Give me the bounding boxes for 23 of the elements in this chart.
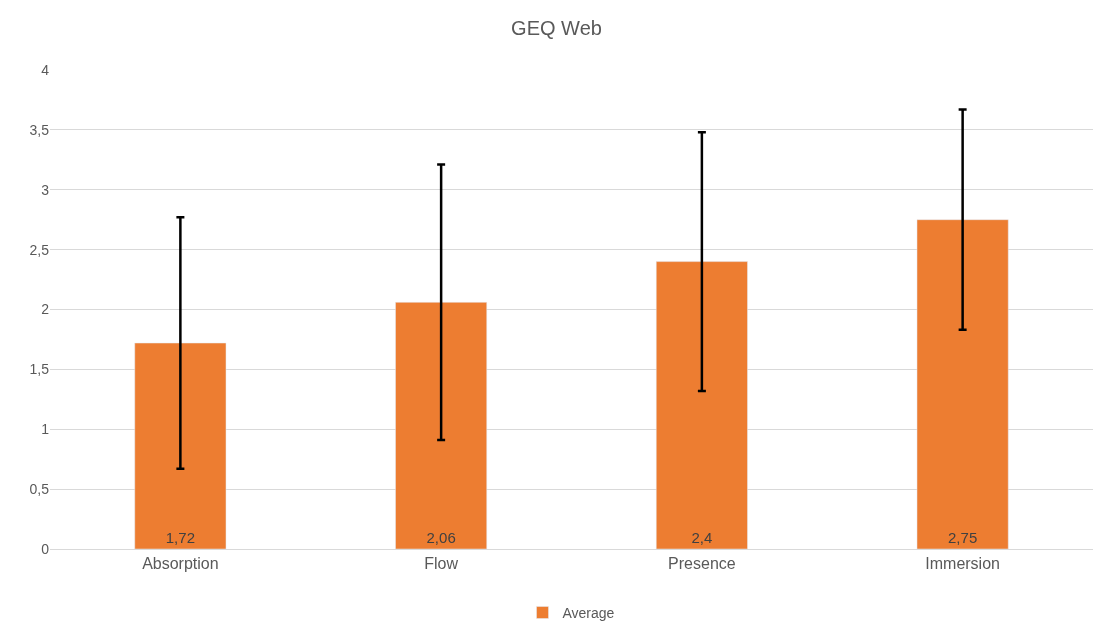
y-tick-label: 2,5: [29, 241, 50, 258]
x-tick-label: Flow: [424, 555, 459, 573]
y-tick-label: 3: [41, 181, 50, 198]
y-tick-label: 4: [41, 61, 50, 78]
bar: [916, 219, 1009, 549]
y-tick-label: 0: [41, 540, 50, 557]
y-tick-label: 0,5: [29, 481, 50, 498]
bar: [395, 302, 488, 549]
y-tick-label: 3,5: [29, 121, 50, 138]
data-label: 2,06: [426, 529, 456, 546]
x-tick-label: Absorption: [142, 555, 219, 573]
chart-title: GEQ Web: [511, 17, 602, 39]
data-label: 2,4: [691, 529, 713, 546]
y-tick-label: 1: [41, 421, 50, 438]
data-label: 2,75: [948, 529, 978, 546]
x-tick-label: Presence: [668, 555, 736, 573]
x-tick-label: Immersion: [925, 555, 1000, 573]
y-tick-label: 1,5: [29, 361, 50, 378]
bar: [655, 261, 748, 549]
y-tick-label: 2: [41, 301, 50, 318]
data-label: 1,72: [165, 529, 195, 546]
bar: [134, 342, 227, 549]
legend-label: Average: [562, 604, 615, 621]
